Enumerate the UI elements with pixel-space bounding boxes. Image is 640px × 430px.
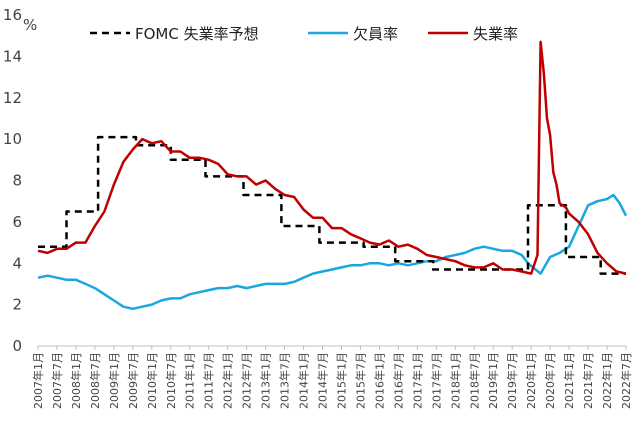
y-tick-label: 16 [3, 6, 22, 24]
x-tick-label: 2018年1月 [448, 352, 462, 409]
x-tick-label: 2016年1月 [372, 352, 386, 409]
x-tick-label: 2022年1月 [600, 352, 614, 409]
legend-label: FOMC 失業率予想 [135, 25, 259, 43]
y-tick-label: 6 [12, 213, 22, 231]
x-tick-label: 2014年1月 [297, 352, 311, 409]
x-tick-label: 2010年7月 [164, 352, 178, 409]
x-tick-label: 2016年7月 [391, 352, 405, 409]
legend-label: 欠員率 [353, 25, 398, 43]
x-tick-label: 2017年7月 [429, 352, 443, 409]
x-tick-label: 2015年7月 [353, 352, 367, 409]
legend-label: 失業率 [473, 25, 518, 43]
x-tick-label: 2022年7月 [619, 352, 633, 409]
y-axis-label: % [23, 16, 37, 34]
y-tick-label: 0 [12, 337, 22, 355]
y-axis-ticks: 0 2 4 6 8 10 12 14 16 [3, 6, 22, 355]
x-tick-label: 2018年7月 [467, 352, 481, 409]
x-tick-label: 2012年1月 [221, 352, 235, 409]
x-tick-label: 2017年1月 [410, 352, 424, 409]
x-axis-ticks: 2007年1月 2007年7月 2008年1月 2008年7月 2009年1月 2009年… [31, 346, 633, 409]
x-tick-label: 2011年1月 [183, 352, 197, 409]
series-lines [37, 40, 628, 311]
x-tick-label: 2007年1月 [31, 352, 45, 409]
x-tick-label: 2021年7月 [581, 352, 595, 409]
y-tick-label: 2 [12, 296, 22, 314]
x-tick-label: 2013年1月 [259, 352, 273, 409]
y-tick-label: 4 [12, 254, 22, 272]
x-tick-label: 2014年7月 [316, 352, 330, 409]
y-tick-label: 14 [3, 47, 22, 65]
series-line-0 [38, 135, 626, 275]
x-tick-label: 2009年7月 [126, 352, 140, 409]
x-tick-label: 2007年7月 [50, 352, 64, 409]
x-tick-label: 2020年7月 [543, 352, 557, 409]
y-tick-label: 8 [12, 172, 22, 190]
series-line-2 [37, 40, 627, 275]
x-tick-label: 2009年1月 [107, 352, 121, 409]
series-line-1 [37, 193, 628, 311]
x-tick-label: 2012年7月 [240, 352, 254, 409]
x-tick-label: 2013年7月 [278, 352, 292, 409]
x-tick-label: 2015年1月 [334, 352, 348, 409]
x-tick-label: 2008年7月 [88, 352, 102, 409]
x-tick-label: 2020年1月 [524, 352, 538, 409]
y-tick-label: 12 [3, 89, 22, 107]
legend: FOMC 失業率予想 欠員率 失業率 [90, 25, 518, 43]
x-tick-label: 2021年1月 [562, 352, 576, 409]
x-tick-label: 2019年1月 [486, 352, 500, 409]
x-tick-label: 2008年1月 [69, 352, 83, 409]
x-tick-label: 2011年7月 [202, 352, 216, 409]
x-tick-label: 2010年1月 [145, 352, 159, 409]
y-tick-label: 10 [3, 130, 22, 148]
x-tick-label: 2019年7月 [505, 352, 519, 409]
